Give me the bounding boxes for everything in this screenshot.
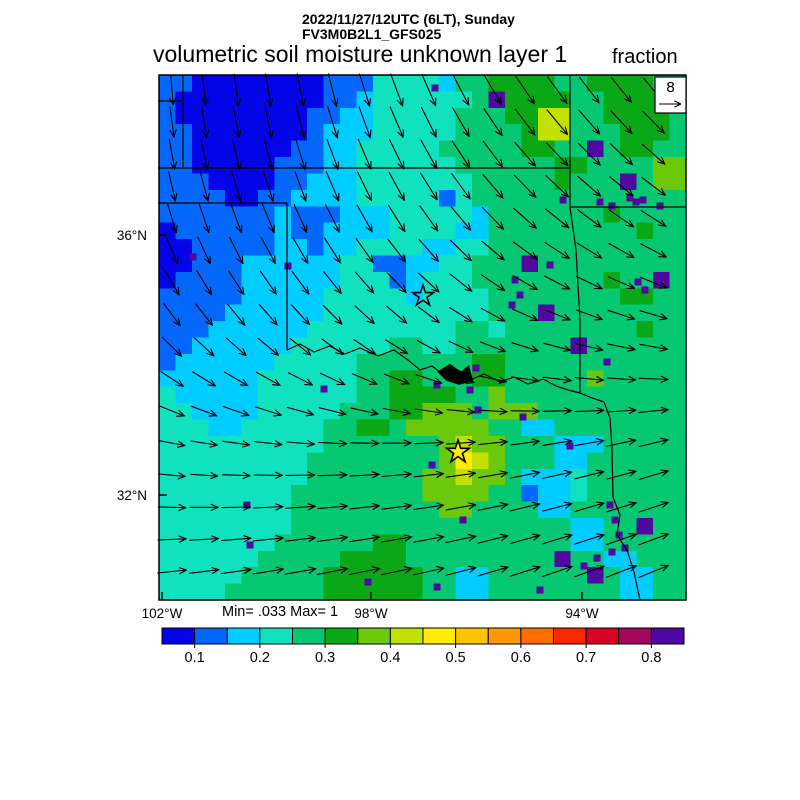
model-id-line: FV3M0B2L1_GFS025	[302, 26, 442, 42]
timestamp-line: 2022/11/27/12UTC (6LT), Sunday	[302, 11, 515, 27]
lat-tick-label: 32°N	[117, 488, 147, 503]
wind-arrows	[157, 73, 669, 579]
high-moisture-specks	[189, 84, 666, 594]
colorbar-tick-label: 0.5	[446, 650, 466, 666]
colorbar-tick-label: 0.7	[576, 650, 596, 666]
lake-texoma-blob	[437, 363, 474, 385]
colorbar-tick-label: 0.3	[315, 650, 335, 666]
city-star-marker-north	[410, 282, 436, 307]
plot-title: volumetric soil moisture unknown layer 1	[153, 41, 568, 67]
map-axes: 36°N 32°N 102°W 98°W 94°W	[117, 74, 687, 621]
wind-reference-box: 8	[654, 76, 687, 114]
lon-tick-label: 102°W	[142, 606, 183, 621]
lon-tick-label: 94°W	[565, 606, 598, 621]
colorbar-tick-label: 0.4	[380, 650, 400, 666]
lat-tick-label: 36°N	[117, 228, 147, 243]
city-star-marker-south	[444, 437, 472, 464]
texas-arkansas-border	[579, 392, 641, 601]
moisture-field	[159, 75, 687, 601]
minmax-label: Min= .033 Max= 1	[222, 604, 339, 620]
wind-reference-value: 8	[666, 79, 674, 96]
colorbar-tick-label: 0.8	[641, 650, 661, 666]
colorbar-tick-label: 0.6	[511, 650, 531, 666]
wind-reference-arrow	[659, 100, 682, 108]
lon-tick-label: 98°W	[354, 606, 387, 621]
colorbar-tick-label: 0.1	[185, 650, 205, 666]
colorbar-tick-label: 0.2	[250, 650, 270, 666]
colorbar: 0.1 0.2 0.3 0.4 0.5 0.6 0.7 0.8	[161, 627, 685, 666]
units-label: fraction	[612, 46, 678, 68]
